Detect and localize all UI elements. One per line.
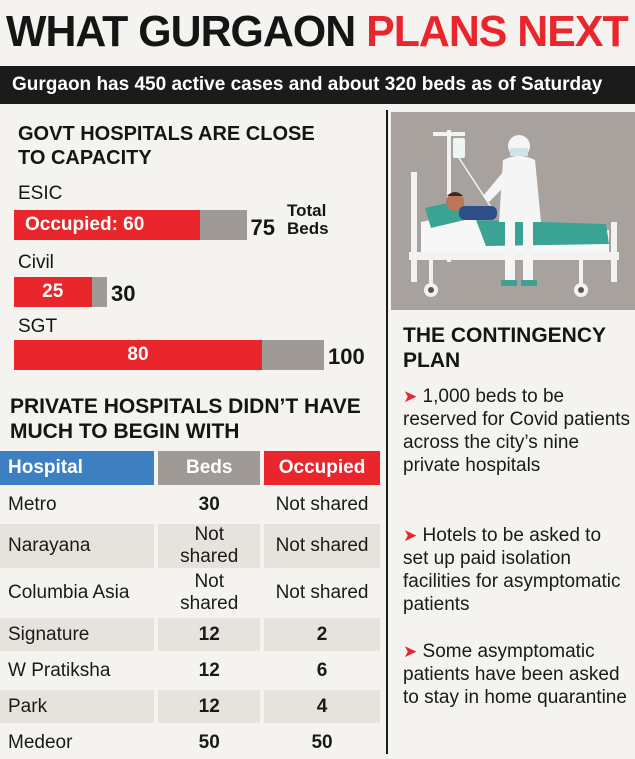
cell-beds: 12: [154, 687, 261, 723]
govt-bar-sgt: 80: [14, 340, 324, 370]
cell-beds: Not shared: [154, 568, 261, 615]
cell-occupied: 50: [260, 723, 380, 759]
cell-occupied: Not shared: [260, 568, 380, 615]
govt-title-line2: TO CAPACITY: [18, 147, 152, 169]
cell-beds: 50: [154, 723, 261, 759]
col-beds: Beds: [154, 451, 261, 485]
contingency-bullet: ➤ 1,000 beds to be reserved for Covid pa…: [403, 385, 631, 477]
bar-occupied: Occupied: 60: [14, 210, 200, 240]
col-hospital: Hospital: [0, 451, 155, 485]
govt-hospital-name: SGT: [18, 316, 58, 337]
bullet-text: Some asymptomatic patients have been ask…: [403, 641, 627, 708]
contingency-title: THE CONTINGENCY PLAN: [403, 323, 606, 373]
headline: WHAT GURGAON PLANS NEXT: [6, 4, 629, 60]
bar-occupied: 25: [14, 277, 92, 307]
cell-occupied: 2: [260, 615, 380, 651]
cell-beds: 12: [154, 651, 261, 687]
bar-total-label: 75: [250, 215, 275, 240]
cell-occupied: Not shared: [260, 485, 380, 521]
total-beds-label: Total Beds: [287, 202, 329, 238]
bar-total-label: 30: [111, 281, 136, 306]
cell-hospital: Signature: [0, 615, 155, 651]
contingency-title-line1: THE CONTINGENCY: [403, 324, 607, 347]
contingency-title-line2: PLAN: [403, 349, 461, 372]
cell-beds: Not shared: [154, 521, 261, 568]
col-occupied: Occupied: [260, 451, 380, 485]
contingency-bullet: ➤ Hotels to be asked to set up paid isol…: [403, 524, 631, 616]
table-row: W Pratiksha 12 6: [0, 651, 380, 687]
govt-hospital-name: Civil: [18, 252, 54, 273]
table-row: Metro 30 Not shared: [0, 485, 380, 521]
total-beds-line2: Beds: [287, 219, 329, 238]
cell-occupied: 4: [260, 687, 380, 723]
govt-title-line1: GOVT HOSPITALS ARE CLOSE: [18, 123, 315, 145]
cell-occupied: Not shared: [260, 521, 380, 568]
table-row: Signature 12 2: [0, 615, 380, 651]
arrow-right-icon: ➤: [403, 387, 418, 406]
arrow-right-icon: ➤: [403, 526, 418, 545]
table-row: Medeor 50 50: [0, 723, 380, 759]
table-row: Narayana Not shared Not shared: [0, 521, 380, 568]
contingency-bullet: ➤ Some asymptomatic patients have been a…: [403, 640, 631, 709]
headline-part2: PLANS NEXT: [366, 7, 629, 56]
cell-hospital: Columbia Asia: [0, 568, 155, 615]
column-divider: [386, 110, 388, 754]
table-row: Columbia Asia Not shared Not shared: [0, 568, 380, 615]
cell-beds: 30: [154, 485, 261, 521]
cell-hospital: Narayana: [0, 521, 155, 568]
hospital-bed-patient-doctor-illustration-icon: [409, 130, 619, 297]
cell-hospital: W Pratiksha: [0, 651, 155, 687]
table-row: Park 12 4: [0, 687, 380, 723]
subheading-bar: Gurgaon has 450 active cases and about 3…: [0, 66, 635, 104]
bar-total-label: 100: [328, 344, 365, 369]
govt-bar-civil: 25: [14, 277, 107, 307]
arrow-right-icon: ➤: [403, 642, 418, 661]
private-title-line1: PRIVATE HOSPITALS DIDN’T HAVE: [10, 395, 361, 418]
bullet-text: Hotels to be asked to set up paid isolat…: [403, 525, 621, 615]
cell-hospital: Park: [0, 687, 155, 723]
cell-hospital: Medeor: [0, 723, 155, 759]
total-beds-line1: Total: [287, 201, 327, 220]
hospital-bed-illustration: [391, 112, 635, 310]
private-section-title: PRIVATE HOSPITALS DIDN’T HAVE MUCH TO BE…: [10, 394, 361, 444]
govt-bar-esic: Occupied: 60: [14, 210, 247, 240]
private-hospitals-table: Hospital Beds Occupied Metro 30 Not shared…: [0, 451, 380, 759]
cell-beds: 12: [154, 615, 261, 651]
private-title-line2: MUCH TO BEGIN WITH: [10, 420, 240, 443]
headline-part1: WHAT GURGAON: [6, 7, 356, 56]
bullet-text: 1,000 beds to be reserved for Covid pati…: [403, 386, 631, 476]
govt-hospital-name: ESIC: [18, 183, 63, 204]
cell-occupied: 6: [260, 651, 380, 687]
cell-hospital: Metro: [0, 485, 155, 521]
table-header-row: Hospital Beds Occupied: [0, 451, 380, 485]
govt-section-title: GOVT HOSPITALS ARE CLOSE TO CAPACITY: [18, 122, 315, 170]
bar-occupied: 80: [14, 340, 262, 370]
